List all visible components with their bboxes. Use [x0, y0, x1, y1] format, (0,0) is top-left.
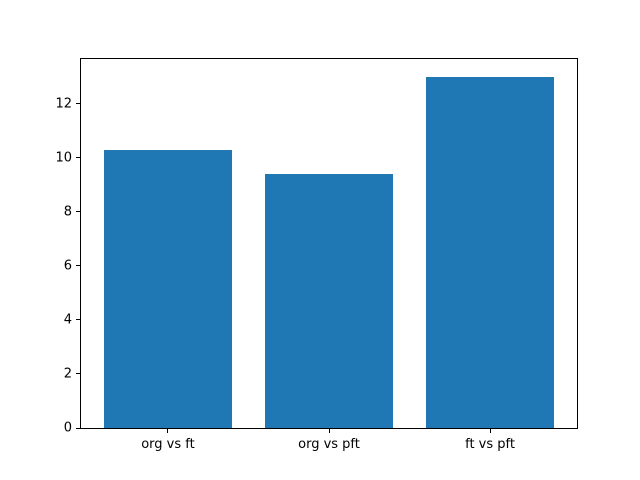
- y-tick-label: 0: [63, 420, 72, 436]
- y-tick-mark: [76, 319, 80, 321]
- bar-ft-vs-pft: [425, 76, 555, 428]
- y-tick-label: 12: [55, 96, 72, 112]
- y-tick-mark: [76, 211, 80, 213]
- x-tick-label: org vs ft: [141, 437, 195, 452]
- bar-org-vs-ft: [103, 149, 233, 428]
- x-tick-label: org vs pft: [298, 437, 360, 452]
- y-tick-label: 4: [63, 312, 72, 328]
- x-tick-label: ft vs pft: [465, 437, 515, 452]
- y-tick-label: 2: [63, 366, 72, 382]
- y-tick-mark: [76, 103, 80, 105]
- y-tick-mark: [76, 157, 80, 159]
- y-tick-label: 8: [63, 204, 72, 220]
- y-tick-mark: [76, 373, 80, 375]
- plot-area: org vs ft org vs pft ft vs pft 0 2 4 6 8 10 12: [55, 58, 578, 451]
- y-tick-label: 6: [63, 258, 72, 274]
- x-tick-mark: [328, 429, 330, 433]
- x-tick-mark: [167, 429, 169, 433]
- y-tick-mark: [76, 265, 80, 267]
- x-tick-mark: [489, 429, 491, 433]
- bar-org-vs-pft: [264, 173, 394, 428]
- y-tick-mark: [76, 427, 80, 429]
- y-tick-label: 10: [55, 150, 72, 166]
